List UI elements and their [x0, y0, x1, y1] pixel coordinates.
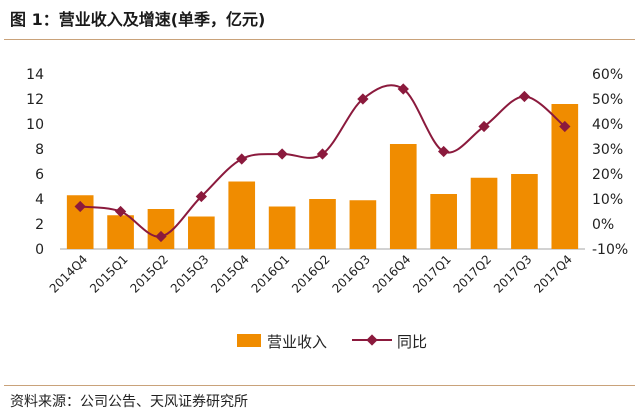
legend-marker-yoy [366, 334, 378, 346]
left-axis-tick-label: 6 [35, 167, 44, 183]
x-axis-tick-label: 2017Q2 [451, 252, 495, 296]
right-axis-tick-label: 20% [592, 167, 623, 183]
right-axis-tick-label: 0% [592, 217, 614, 233]
revenue-bar [268, 206, 296, 249]
legend-label-yoy: 同比 [397, 333, 427, 351]
revenue-bar [349, 200, 377, 249]
source-note: 资料来源：公司公告、天风证券研究所 [10, 394, 248, 410]
x-axis-tick-label: 2014Q4 [47, 252, 91, 296]
title-rule [4, 39, 635, 40]
yoy-marker [276, 148, 288, 160]
yoy-marker [155, 230, 167, 243]
yoy-marker [437, 145, 450, 158]
x-axis-tick-label: 2016Q1 [249, 252, 293, 296]
chart-legend: 营业收入 同比 [237, 333, 427, 351]
yoy-marker [195, 190, 208, 203]
revenue-bar [470, 177, 498, 249]
revenue-bar [147, 209, 175, 249]
x-axis-tick-label: 2017Q3 [491, 252, 535, 296]
revenue-bar [228, 181, 256, 249]
right-axis-tick-label: 50% [592, 92, 623, 108]
revenue-bar [188, 216, 215, 249]
legend-label-revenue: 营业收入 [267, 333, 327, 351]
left-axis-tick-label: 2 [35, 217, 44, 233]
x-axis-tick-label: 2015Q2 [128, 252, 172, 296]
right-axis-tick-label: 30% [592, 142, 623, 158]
revenue-bar [389, 144, 417, 249]
right-axis-tick-label: 10% [592, 192, 623, 208]
left-axis-tick-label: 4 [35, 192, 44, 208]
figure-title: 图 1：营业收入及增速(单季，亿元) [10, 10, 266, 29]
source-rule [4, 385, 635, 386]
revenue-growth-chart: 0 2 4 6 8 10 12 14 -10% 0% 10% 20% 30% 40% 50% 60% 2014Q… [26, 67, 628, 351]
revenue-bars [66, 104, 579, 249]
x-axis-tick-label: 2015Q4 [208, 252, 252, 296]
x-axis-tick-label: 2016Q4 [370, 252, 414, 296]
revenue-bar [309, 199, 336, 249]
left-axis-tick-label: 8 [35, 142, 44, 158]
x-axis-tick-label: 2015Q3 [168, 252, 212, 296]
x-axis-tick-label: 2017Q4 [531, 252, 575, 296]
x-axis-tick-label: 2017Q1 [410, 252, 454, 296]
revenue-bar [107, 215, 134, 249]
left-axis-tick-label: 12 [26, 92, 44, 108]
x-axis-tick-label: 2016Q3 [329, 252, 373, 296]
yoy-marker [236, 153, 248, 165]
left-axis-tick-label: 10 [26, 117, 44, 133]
right-axis-tick-label: -10% [592, 242, 628, 258]
right-axis-tick-label: 60% [592, 67, 623, 83]
yoy-marker [518, 90, 531, 103]
revenue-bar [511, 174, 538, 249]
revenue-bar [430, 194, 457, 249]
x-axis-tick-label: 2016Q2 [289, 252, 333, 296]
yoy-marker [316, 148, 329, 160]
x-axis-tick-label: 2015Q1 [87, 252, 131, 296]
left-axis-tick-label: 14 [26, 67, 44, 83]
left-axis-tick-label: 0 [35, 242, 44, 258]
legend-swatch-revenue [237, 334, 261, 347]
right-axis-tick-label: 40% [592, 117, 623, 133]
